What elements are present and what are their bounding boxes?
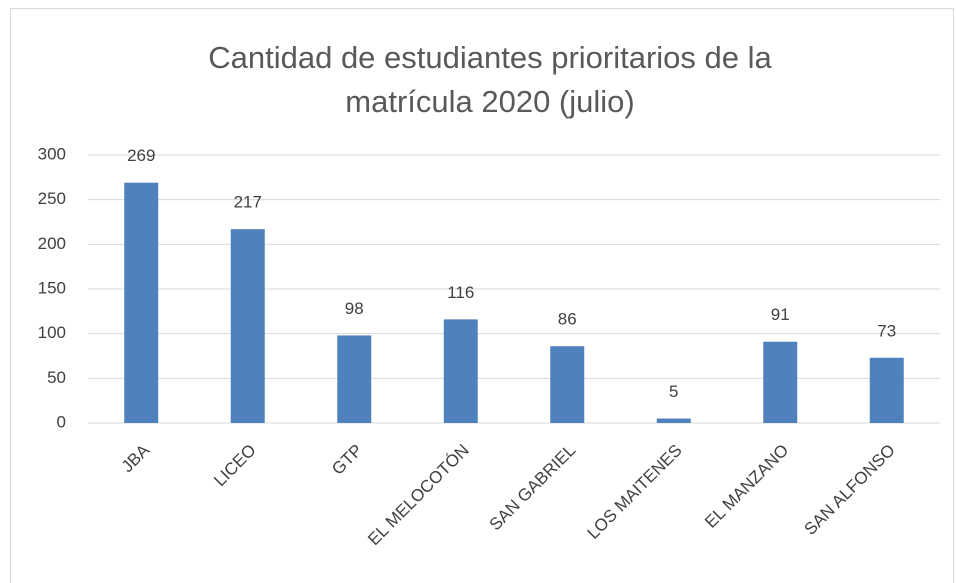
bar	[656, 418, 691, 423]
y-tick-label: 200	[38, 234, 66, 253]
data-label: 73	[877, 321, 896, 340]
data-label: 86	[558, 310, 577, 329]
x-tick-label: SAN ALFONSO	[800, 441, 898, 539]
data-label: 269	[127, 146, 155, 165]
bar	[337, 335, 372, 423]
data-label: 5	[669, 382, 678, 401]
chart-frame	[10, 8, 954, 583]
bar	[763, 341, 798, 423]
y-tick-label: 50	[47, 368, 66, 387]
bar	[124, 182, 159, 423]
y-tick-label: 100	[38, 323, 66, 342]
x-tick-label: EL MELOCOTÓN	[364, 441, 473, 550]
bar	[869, 357, 904, 423]
data-label: 217	[234, 193, 262, 212]
bar	[443, 319, 478, 423]
data-label: 98	[345, 299, 364, 318]
x-tick-label: SAN GABRIEL	[486, 441, 580, 535]
y-tick-label: 0	[57, 412, 66, 431]
bar	[550, 346, 585, 423]
data-label: 116	[447, 283, 474, 302]
data-label: 91	[771, 305, 790, 324]
y-tick-label: 150	[38, 278, 66, 297]
x-tick-label: JBA	[118, 440, 154, 476]
bar	[230, 229, 265, 423]
y-tick-label: 250	[38, 189, 66, 208]
x-tick-label: LOS MAITENES	[583, 441, 685, 543]
x-tick-label: EL MANZANO	[701, 441, 792, 532]
x-tick-label: LICEO	[210, 441, 260, 491]
y-tick-label: 300	[38, 144, 66, 163]
x-tick-label: GTP	[328, 441, 366, 479]
chart-title: Cantidad de estudiantes prioritarios de …	[208, 40, 772, 119]
